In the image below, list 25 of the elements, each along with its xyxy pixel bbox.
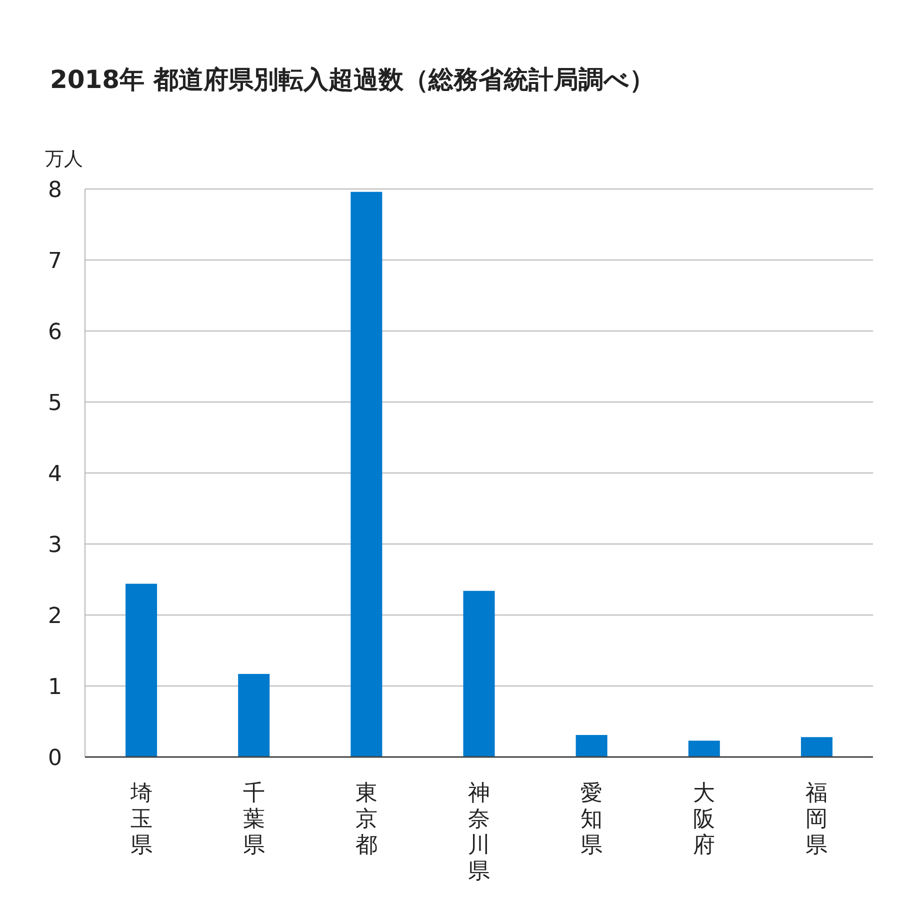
y-tick-label: 7 (48, 249, 62, 274)
x-tick-label: 神奈川県 (468, 781, 490, 884)
y-tick-label: 0 (48, 746, 62, 771)
y-tick-label: 1 (48, 675, 62, 700)
bar (688, 740, 720, 757)
y-tick-label: 5 (48, 391, 62, 416)
bar (126, 584, 158, 757)
bar (238, 674, 270, 757)
bar (800, 737, 832, 757)
x-tick-label: 大阪府 (693, 781, 716, 858)
bar (576, 734, 608, 757)
bar (463, 590, 495, 757)
x-tick-label: 千葉県 (242, 781, 265, 858)
x-tick-label: 愛知県 (580, 781, 603, 858)
y-tick-label: 8 (48, 178, 62, 203)
y-tick-label: 4 (48, 462, 62, 487)
chart-title: 2018年 都道府県別転入超過数（総務省統計局調べ） (50, 65, 654, 94)
x-tick-label: 福岡県 (806, 781, 828, 858)
y-tick-label: 3 (48, 533, 62, 558)
y-tick-label: 2 (48, 604, 62, 629)
x-tick-label: 東京都 (355, 781, 378, 858)
y-axis-title: 万人 (45, 148, 83, 170)
x-tick-label: 埼玉県 (129, 781, 152, 858)
bar (350, 192, 382, 757)
y-tick-label: 6 (48, 320, 62, 345)
